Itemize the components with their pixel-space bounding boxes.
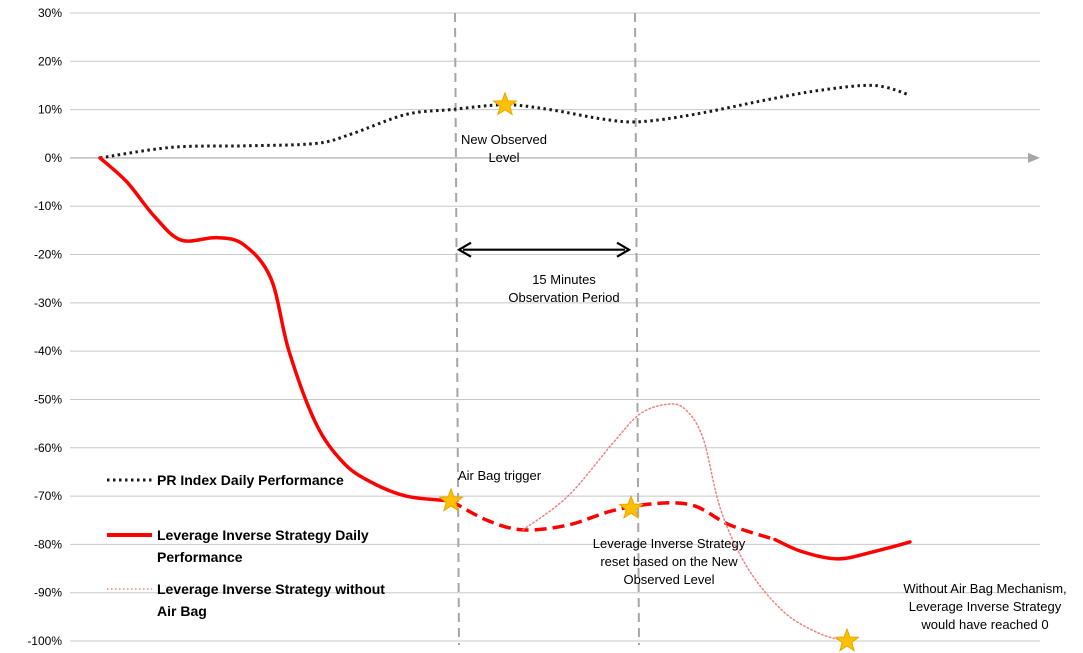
y-tick-label: -30%	[34, 296, 62, 310]
legend-label-no-airbag-line1: Leverage Inverse Strategy without	[157, 581, 385, 597]
y-tick-label: -90%	[34, 586, 62, 600]
y-tick-label: 0%	[45, 151, 63, 165]
annotation-period-line2: Observation Period	[508, 290, 619, 305]
legend-label-leverage-line2: Performance	[157, 549, 243, 565]
y-tick-label: 30%	[38, 6, 62, 20]
zero-axis-arrowhead	[1028, 152, 1040, 163]
period-arrow-right-head	[616, 241, 632, 258]
legend-label-no-airbag-line2: Air Bag	[157, 603, 207, 619]
series-line-1	[98, 156, 453, 503]
series-line-3	[773, 537, 912, 561]
y-tick-label: 20%	[38, 54, 62, 68]
star-marker	[834, 627, 860, 652]
star-markers	[438, 91, 860, 652]
y-tick-label: -80%	[34, 537, 62, 551]
y-tick-label: -40%	[34, 344, 62, 358]
observation-vline	[634, 12, 640, 646]
annotation-airbag-trigger: Air Bag trigger	[458, 468, 542, 483]
y-tick-label: -60%	[34, 441, 62, 455]
observation-vlines	[454, 12, 640, 646]
star-marker	[492, 91, 518, 116]
y-tick-label: -20%	[34, 248, 62, 262]
y-tick-label: -70%	[34, 489, 62, 503]
annotation-new-observed-line2: Level	[488, 150, 519, 165]
annotation-without-line1: Without Air Bag Mechanism,	[903, 581, 1066, 596]
y-tick-label: -10%	[34, 199, 62, 213]
annotation-period-line1: 15 Minutes	[532, 272, 596, 287]
annotation-reset-line2: reset based on the New	[600, 554, 738, 569]
y-tick-label: 10%	[38, 103, 62, 117]
legend: PR Index Daily Performance Leverage Inve…	[107, 472, 385, 619]
observation-vline	[454, 12, 460, 646]
gridlines	[70, 12, 1040, 642]
zero-axis	[70, 152, 1040, 163]
annotation-reset-line3: Observed Level	[623, 572, 714, 587]
y-tick-label: -50%	[34, 392, 62, 406]
y-axis-ticks: 30% 20% 10% 0% -10% -20% -30% -40% -50% -60% -70% -…	[27, 6, 62, 648]
series-line-0	[99, 83, 911, 160]
annotation-new-observed-line1: New Observed	[461, 132, 547, 147]
annotation-reset-line1: Leverage Inverse Strategy	[593, 536, 746, 551]
annotations: New Observed Level 15 Minutes Observatio…	[458, 132, 1067, 632]
legend-label-pr-index: PR Index Daily Performance	[157, 472, 344, 488]
annotation-without-line3: would have reached 0	[920, 617, 1048, 632]
series-lines	[98, 83, 912, 642]
annotation-without-line2: Leverage Inverse Strategy	[909, 599, 1062, 614]
observation-period-arrow	[456, 241, 632, 258]
y-tick-label: -100%	[27, 634, 62, 648]
series-line-4	[522, 403, 848, 642]
period-arrow-left-head	[456, 241, 472, 258]
legend-label-leverage-line1: Leverage Inverse Strategy Daily	[157, 527, 369, 543]
series-line-2	[450, 499, 776, 542]
star-marker	[618, 494, 644, 520]
star-marker	[438, 487, 464, 512]
